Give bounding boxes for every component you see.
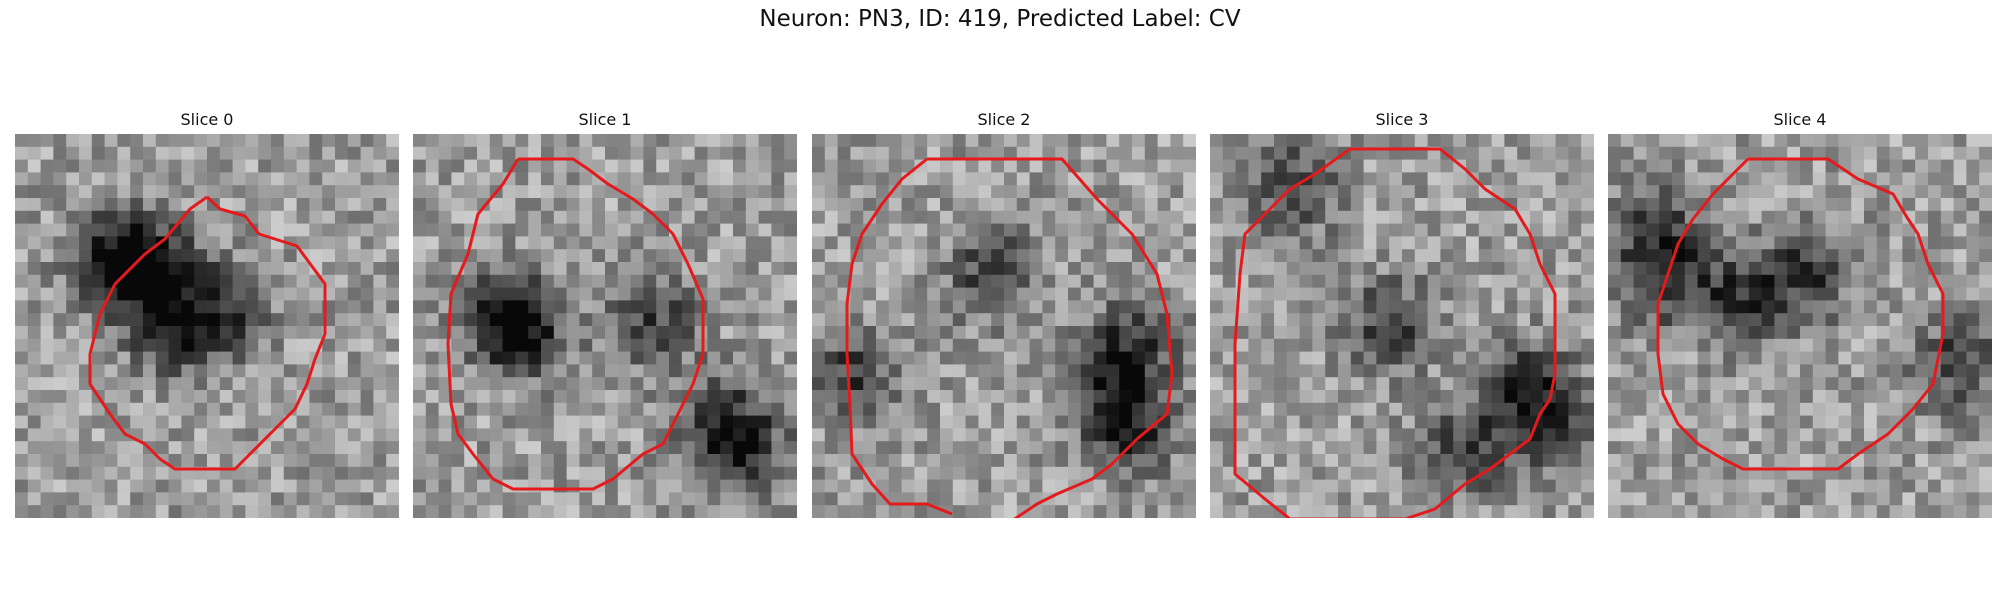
slice-2-title: Slice 2 xyxy=(977,110,1031,129)
slice-3-contour xyxy=(1233,147,1557,518)
figure-title: Neuron: PN3, ID: 419, Predicted Label: C… xyxy=(759,6,1241,32)
slice-4-noise xyxy=(1608,134,1992,518)
slice-1-contour xyxy=(446,157,705,491)
slice-4-image xyxy=(1608,134,1992,518)
slice-4-panel xyxy=(1608,134,1992,518)
slice-0-title: Slice 0 xyxy=(180,110,234,129)
slice-0-image xyxy=(15,134,399,518)
slice-1-noise xyxy=(413,134,797,518)
slice-1-image xyxy=(413,134,797,518)
slice-3-title: Slice 3 xyxy=(1375,110,1429,129)
slice-0-contour xyxy=(88,195,327,471)
slice-1-title: Slice 1 xyxy=(578,110,632,129)
slice-0-panel xyxy=(15,134,399,518)
slice-1-panel xyxy=(413,134,797,518)
slice-2-image xyxy=(812,134,1196,518)
slice-3-noise xyxy=(1210,134,1594,518)
slice-2-noise xyxy=(812,134,1196,518)
slice-4-contour xyxy=(1656,157,1945,471)
slice-3-image xyxy=(1210,134,1594,518)
slice-0-noise xyxy=(15,134,399,518)
slice-4-title: Slice 4 xyxy=(1773,110,1827,129)
slice-2-panel xyxy=(812,134,1196,518)
slice-2-contour-left xyxy=(845,157,953,516)
slice-2-contour xyxy=(927,157,1174,518)
slice-3-panel xyxy=(1210,134,1594,518)
